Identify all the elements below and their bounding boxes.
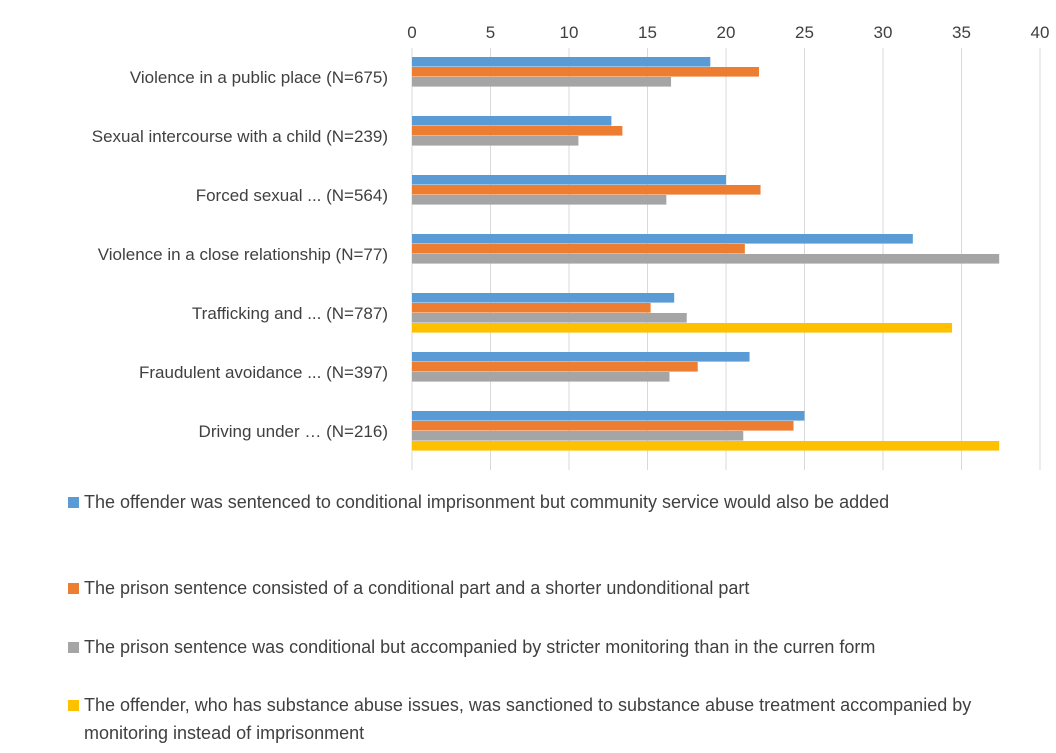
bar [412, 185, 761, 195]
legend-label: The prison sentence consisted of a condi… [84, 578, 750, 598]
bar-chart: 0 5 10 15 20 25 30 35 40 Violence in a public pl… [92, 23, 1049, 470]
bars [412, 57, 1000, 451]
legend-item-shorter-unconditional-part: The prison sentence consisted of a condi… [68, 574, 1028, 602]
x-tick-label: 5 [486, 23, 495, 42]
bar [412, 136, 579, 146]
legend-swatch-blue [68, 497, 79, 508]
legend-swatch-gray [68, 642, 79, 653]
x-tick-label: 15 [638, 23, 657, 42]
bar [412, 116, 612, 126]
legend-label: The offender was sentenced to conditiona… [84, 492, 890, 512]
legend-item-substance-abuse-treatment: The offender, who has substance abuse is… [68, 691, 1028, 747]
category-label: Violence in a close relationship (N=77) [98, 245, 388, 264]
bar [412, 234, 913, 244]
bar [412, 67, 759, 77]
category-label: Driving under … (N=216) [199, 422, 388, 441]
legend-item-community-service: The offender was sentenced to conditiona… [68, 488, 1028, 516]
x-tick-label: 0 [407, 23, 416, 42]
x-tick-label: 30 [874, 23, 893, 42]
bar [412, 195, 667, 205]
bar [412, 77, 672, 87]
bar [412, 431, 744, 441]
bar [412, 293, 675, 303]
x-tick-label: 10 [560, 23, 579, 42]
bar [412, 323, 953, 333]
bar [412, 244, 745, 254]
bar [412, 303, 651, 313]
bar [412, 362, 698, 372]
bar [412, 126, 623, 136]
x-tick-label: 40 [1031, 23, 1050, 42]
bar [412, 313, 687, 323]
x-tick-label: 20 [717, 23, 736, 42]
bar [412, 411, 805, 421]
legend-item-stricter-monitoring: The prison sentence was conditional but … [68, 633, 1028, 661]
bar [412, 254, 1000, 264]
legend-swatch-yellow [68, 700, 79, 711]
bar [412, 352, 750, 362]
legend-label: The offender, who has substance abuse is… [84, 695, 972, 743]
x-axis-tick-labels: 0 5 10 15 20 25 30 35 40 [407, 23, 1049, 42]
category-label: Violence in a public place (N=675) [130, 68, 388, 87]
category-labels: Violence in a public place (N=675) Sexual… [92, 68, 388, 441]
category-label: Forced sexual ... (N=564) [196, 186, 388, 205]
category-label: Trafficking and ... (N=787) [192, 304, 388, 323]
bar [412, 175, 726, 185]
bar [412, 57, 711, 67]
category-label: Sexual intercourse with a child (N=239) [92, 127, 388, 146]
bar [412, 372, 670, 382]
legend-label: The prison sentence was conditional but … [84, 637, 876, 657]
legend-swatch-orange [68, 583, 79, 594]
x-tick-label: 35 [952, 23, 971, 42]
bar [412, 421, 794, 431]
x-tick-label: 25 [795, 23, 814, 42]
category-label: Fraudulent avoidance ... (N=397) [139, 363, 388, 382]
bar [412, 441, 1000, 451]
